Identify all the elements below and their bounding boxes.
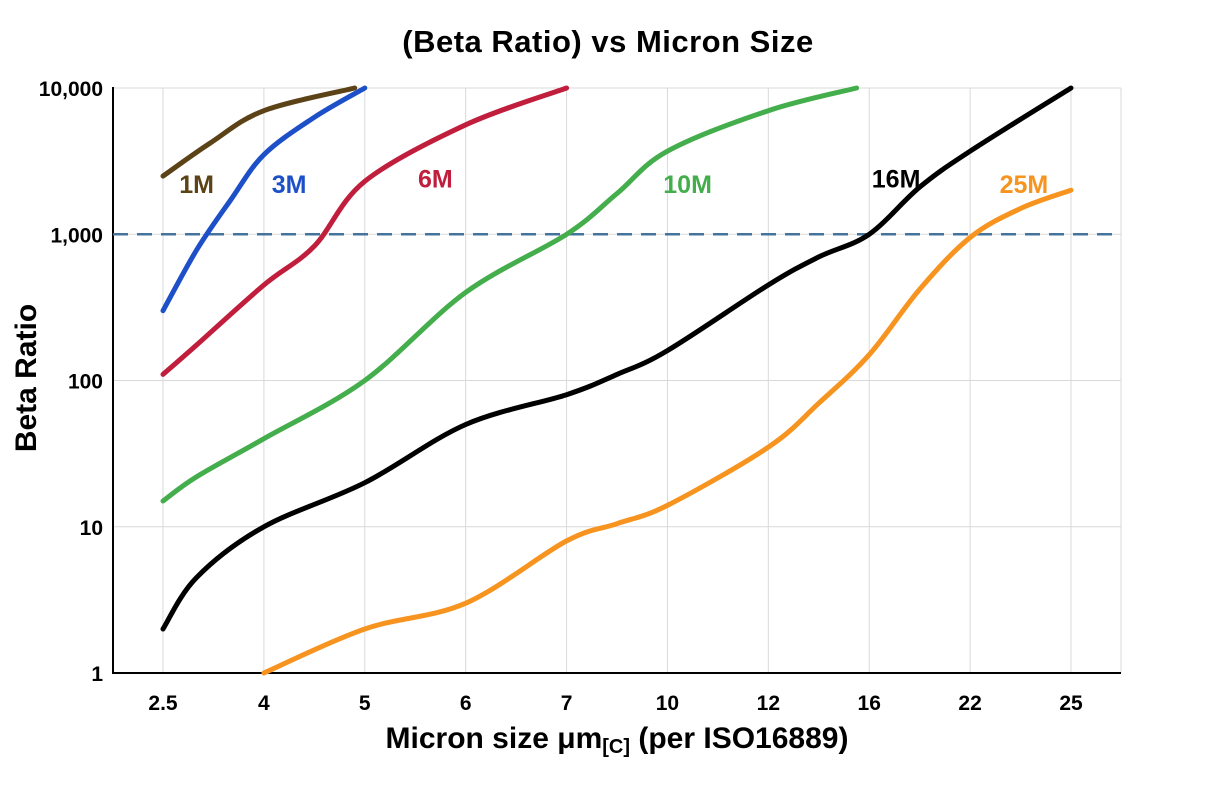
- chart-title: (Beta Ratio) vs Micron Size: [402, 24, 814, 59]
- x-tick-label: 4: [258, 692, 270, 715]
- y-tick-label: 1,000: [50, 224, 103, 247]
- y-tick-label: 1: [91, 663, 103, 686]
- series-line-25M: [261, 187, 1074, 676]
- series-line-6M: [160, 85, 570, 377]
- series-label-16M: 16M: [872, 166, 921, 194]
- series-line-1M: [160, 85, 358, 179]
- x-tick-label: 7: [561, 692, 573, 715]
- x-tick-label: 2.5: [148, 692, 178, 715]
- series-label-1M: 1M: [179, 171, 214, 199]
- y-tick-label: 10: [80, 517, 103, 540]
- series-lines: [160, 85, 1074, 676]
- x-tick-label: 16: [858, 692, 881, 715]
- plot-border: [112, 87, 1122, 674]
- x-tick-label: 6: [460, 692, 472, 715]
- series-line-16M: [160, 85, 1074, 632]
- x-tick-label: 10: [656, 692, 679, 715]
- x-tick-label: 22: [958, 692, 981, 715]
- gridlines: [113, 87, 1121, 673]
- series-label-10M: 10M: [663, 171, 712, 199]
- x-tick-label: 5: [359, 692, 371, 715]
- series-line-10M: [160, 85, 860, 504]
- x-axis-title-main: Micron size μm: [385, 722, 603, 755]
- x-axis-title: Micron size μm[C] (per ISO16889): [113, 722, 1121, 758]
- x-axis-title-subscript: [C]: [602, 736, 631, 758]
- series-label-6M: 6M: [418, 166, 453, 194]
- y-tick-label: 100: [68, 371, 103, 394]
- x-tick-label: 12: [757, 692, 780, 715]
- x-axis-title-tail: (per ISO16889): [630, 722, 849, 755]
- x-tick-label: 25: [1059, 692, 1083, 715]
- series-line-3M: [160, 85, 368, 314]
- y-tick-label: 10,000: [39, 78, 103, 101]
- series-label-25M: 25M: [1000, 171, 1049, 199]
- series-label-3M: 3M: [272, 171, 307, 199]
